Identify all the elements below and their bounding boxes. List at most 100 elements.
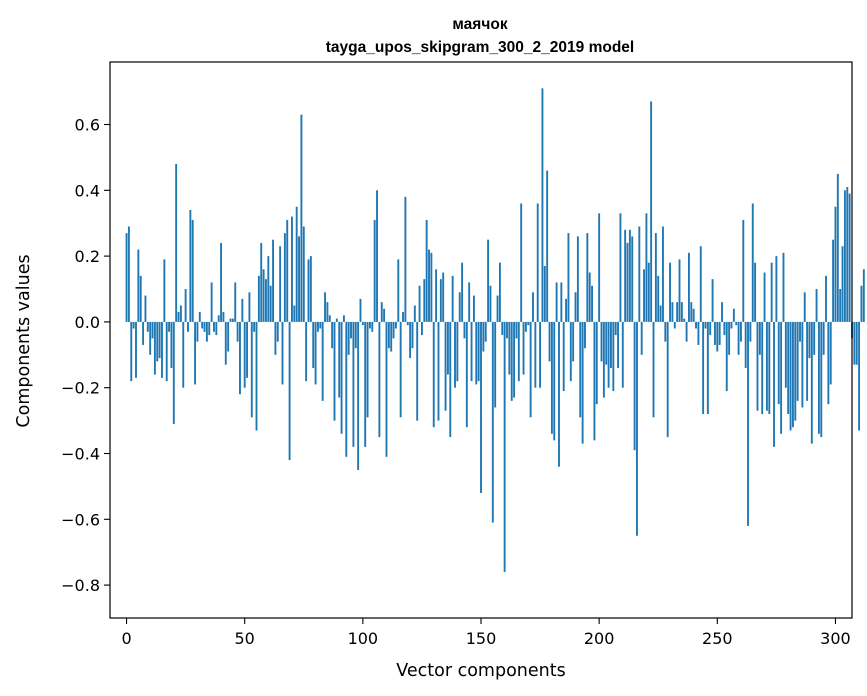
bar-211 [624,229,627,322]
x-axis-ticks: 0 50 100 150 200 250 300 [121,618,851,648]
bar-73 [298,236,300,322]
y-tick-label: −0.8 [61,576,100,595]
bar-145 [468,282,471,322]
bar-116 [399,321,402,418]
bar-248 [711,279,714,322]
y-tick-label: −0.6 [61,510,100,529]
bar-308 [853,321,856,365]
bar-262 [744,321,747,368]
bar-178 [546,170,549,322]
bar-72 [295,206,298,322]
bar-45 [231,318,234,322]
bar-273 [770,262,773,322]
bar-176 [541,88,544,322]
bar-151 [482,321,485,352]
bar-132 [437,321,440,421]
bar-88 [333,321,336,421]
bar-165 [515,321,518,339]
x-axis-label: Vector components [396,661,565,681]
bar-304 [843,190,846,322]
bar-243 [699,246,702,322]
bar-62 [272,239,274,322]
bar-256 [730,321,733,329]
bar-159 [501,321,504,336]
bar-9 [146,321,149,332]
bar-141 [458,292,461,322]
bar-81 [317,321,319,332]
bar-267 [756,321,759,411]
bar-155 [491,321,494,523]
bar-27 [189,210,192,322]
bar-2 [130,321,133,382]
bar-52 [248,292,251,322]
bar-77 [307,259,310,322]
bar-172 [532,292,534,322]
bar-87 [331,321,334,349]
bar-218 [640,321,643,355]
bar-270 [763,272,766,322]
bar-241 [695,321,697,329]
bar-68 [286,219,289,322]
bar-80 [314,321,317,385]
bar-43 [227,321,230,352]
bar-153 [487,239,490,322]
bar-186 [565,298,568,322]
bar-147 [472,295,475,322]
bar-79 [312,321,315,368]
bar-131 [435,269,438,322]
y-tick-label: 0.0 [75,313,100,332]
bar-85 [326,302,329,322]
bar-179 [548,321,551,362]
bar-92 [343,315,345,322]
bar-154 [489,285,492,322]
bar-11 [151,321,154,339]
bar-41 [222,312,225,322]
bar-16 [163,259,166,322]
bar-139 [454,321,456,388]
bar-124 [418,285,421,322]
bar-67 [283,233,286,322]
bar-223 [652,321,655,418]
bar-228 [664,321,667,342]
bar-301 [836,173,839,322]
bar-49 [241,298,244,322]
bar-158 [498,262,501,322]
bar-18 [168,321,171,332]
bar-213 [628,229,631,322]
bar-195 [586,233,589,322]
bar-84 [324,292,326,322]
bar-199 [595,321,598,405]
bar-212 [626,242,629,322]
bar-1 [127,226,130,322]
bar-171 [529,321,532,418]
bar-6 [139,275,142,322]
bar-216 [636,321,638,536]
bar-22 [177,312,180,322]
bar-35 [208,321,211,336]
bar-259 [737,321,740,355]
bar-286 [801,321,804,408]
bar-115 [397,259,400,322]
bar-10 [149,321,152,355]
bar-38 [215,321,218,336]
bar-258 [735,321,738,326]
bar-36 [210,282,213,322]
bar-252 [721,302,723,322]
bar-277 [780,321,783,434]
bar-208 [617,321,619,368]
bar-64 [276,321,279,342]
bar-290 [810,321,813,444]
bar-56 [257,275,260,322]
bar-253 [723,321,726,336]
bar-97 [354,321,357,349]
bar-123 [416,321,419,421]
bar-214 [631,236,634,322]
bar-101 [364,321,367,447]
bar-164 [513,321,516,398]
chart-title: маячок [452,16,507,33]
bar-46 [234,282,237,322]
bar-19 [170,321,173,368]
bar-245 [704,321,707,329]
bar-226 [659,305,662,322]
bar-5 [137,249,140,322]
